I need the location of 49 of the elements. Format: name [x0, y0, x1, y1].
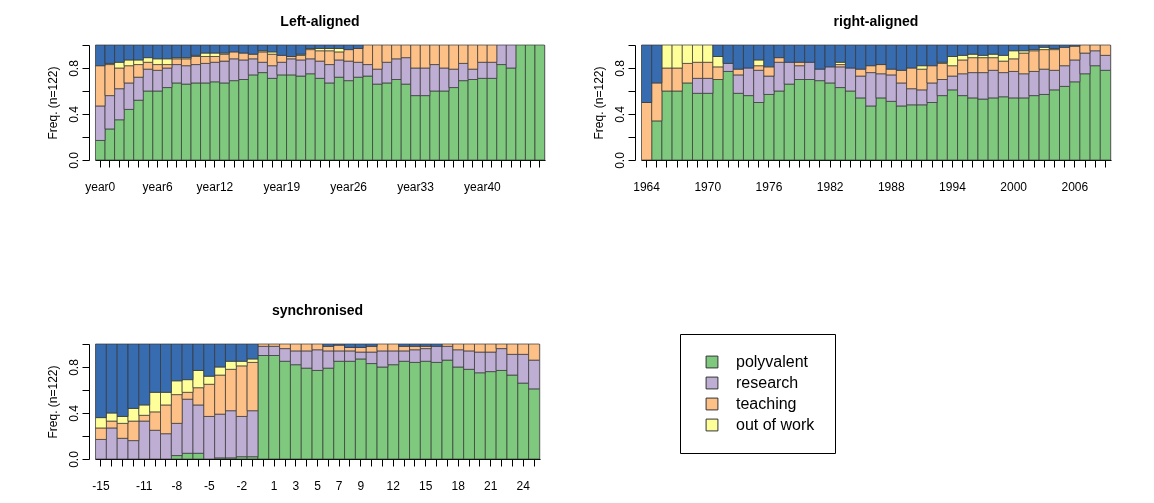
- y-axis-title: Freq. (n=122): [45, 66, 60, 140]
- chart-title: right-aligned: [833, 12, 919, 29]
- x-tick-label: year6: [142, 179, 173, 194]
- x-tick-label: 15: [419, 478, 433, 493]
- x-tick-label: -11: [136, 478, 153, 493]
- y-axis-title: Freq. (n=122): [591, 66, 606, 140]
- x-tick-label: 1970: [694, 179, 722, 194]
- y-tick-label: 0.8: [66, 59, 81, 77]
- x-tick-label: 21: [484, 478, 498, 493]
- x-tick-label: year0: [85, 179, 116, 194]
- x-tick-label: 2000: [1000, 179, 1028, 194]
- y-tick-label: 0.8: [612, 59, 627, 77]
- x-tick-label: 12: [386, 478, 401, 493]
- y-tick-label: 0.8: [66, 358, 81, 376]
- x-tick-label: year19: [263, 179, 301, 194]
- x-tick-label: -5: [203, 478, 215, 493]
- x-tick-label: 1964: [633, 179, 661, 194]
- x-tick-label: year33: [397, 179, 435, 194]
- y-axis-title: Freq. (n=122): [45, 365, 60, 439]
- x-tick-label: 18: [451, 478, 466, 493]
- y-tick-label: 0.4: [612, 105, 627, 123]
- y-tick-label: 0.0: [612, 151, 627, 169]
- x-tick-label: year40: [464, 179, 502, 194]
- chart-title: Left-aligned: [280, 12, 360, 29]
- y-tick-label: 0.4: [66, 404, 81, 422]
- x-tick-label: -8: [171, 478, 183, 493]
- x-tick-label: 1994: [939, 179, 967, 194]
- x-tick-label: 1982: [816, 179, 844, 194]
- x-tick-label: 1: [270, 478, 278, 493]
- y-tick-label: 0.0: [66, 151, 81, 169]
- x-tick-label: 1976: [755, 179, 783, 194]
- x-tick-label: 2006: [1061, 179, 1089, 194]
- x-tick-label: 7: [335, 478, 343, 493]
- x-tick-label: 24: [516, 478, 531, 493]
- y-tick-label: 0.4: [66, 105, 81, 123]
- legend-label: research: [736, 374, 799, 391]
- legend-label: polyvalent: [736, 353, 809, 370]
- x-tick-label: 5: [314, 478, 322, 493]
- x-tick-label: 3: [292, 478, 300, 493]
- x-tick-label: year26: [330, 179, 368, 194]
- legend-label: out of work: [736, 416, 816, 433]
- y-tick-label: 0.0: [66, 450, 81, 468]
- x-tick-label: 9: [357, 478, 365, 493]
- x-tick-label: -15: [92, 478, 110, 493]
- x-tick-label: year12: [196, 179, 234, 194]
- x-tick-label: -2: [236, 478, 248, 493]
- legend-label: teaching: [736, 395, 797, 412]
- chart-title: synchronised: [271, 301, 364, 318]
- x-tick-label: 1988: [877, 179, 905, 194]
